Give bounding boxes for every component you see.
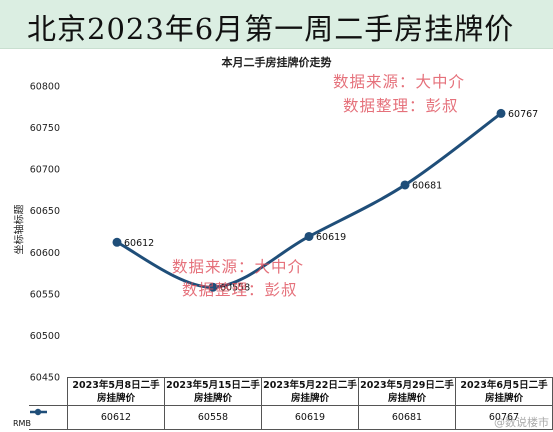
data-table-value-5: 60767 (455, 405, 553, 430)
y-tick-label-7: 60800 (30, 82, 60, 93)
y-axis-title: 坐标轴标题 (14, 204, 26, 255)
data-table-value-4: 60681 (358, 405, 456, 430)
data-point-2 (208, 282, 218, 292)
data-table-value-3: 60619 (261, 405, 359, 430)
legend-key-rmb: RMB (13, 405, 68, 430)
data-point-4 (400, 180, 410, 190)
data-label-3: 60619 (316, 232, 346, 243)
data-label-2: 60558 (220, 283, 250, 294)
chart-title: 本月二手房挂牌价走势 (221, 56, 332, 69)
y-tick-label-2: 60550 (30, 289, 60, 300)
data-point-3 (304, 231, 314, 241)
y-tick-label-5: 60700 (30, 165, 60, 176)
footer-watermark: @数说楼市 (494, 416, 549, 429)
data-point-1 (112, 237, 122, 247)
data-table-category-3: 2023年5月22日二手 房挂牌价 (261, 377, 359, 406)
y-tick-label-3: 60600 (30, 248, 60, 259)
watermark-source-1: 数据来源：大中介 (333, 73, 466, 91)
data-label-1: 60612 (124, 238, 154, 249)
watermark-author-1: 数据整理：彭叔 (343, 97, 459, 115)
data-table: 2023年5月8日二手 房挂牌价 2023年5月15日二手 房挂牌价 2023年5月… (13, 377, 553, 430)
legend-marker-icon (30, 408, 47, 416)
data-table-corner (29, 377, 68, 406)
data-labels: 60612 60558 60619 60681 60767 (124, 109, 538, 294)
y-tick-label-4: 60650 (30, 206, 60, 217)
page-title: 北京2023年6月第一周二手房挂牌价 (27, 12, 515, 46)
data-label-5: 60767 (508, 109, 538, 120)
data-table-value-1: 60612 (67, 405, 165, 430)
watermark-author-2: 数据整理：彭叔 (182, 281, 298, 299)
y-tick-label-6: 60750 (30, 123, 60, 134)
data-table-value-row: RMB 60612 60558 60619 60681 60767 (13, 405, 553, 430)
data-table-category-1: 2023年5月8日二手 房挂牌价 (67, 377, 165, 406)
page-title-bar: 北京2023年6月第一周二手房挂牌价 (0, 0, 553, 49)
y-tick-label-1: 60500 (30, 331, 60, 342)
data-points (112, 108, 506, 292)
data-table-value-2: 60558 (164, 405, 262, 430)
data-table-category-2: 2023年5月15日二手 房挂牌价 (164, 377, 262, 406)
data-table-category-5: 2023年6月5日二手 房挂牌价 (455, 377, 553, 406)
watermark-source-2: 数据来源：大中介 (172, 258, 305, 276)
chart-area (6, 50, 553, 432)
data-label-4: 60681 (412, 180, 442, 191)
data-point-5 (496, 108, 506, 118)
data-table-category-4: 2023年5月29日二手 房挂牌价 (358, 377, 456, 406)
legend-label-rmb: RMB (13, 419, 31, 428)
data-table-header-row: 2023年5月8日二手 房挂牌价 2023年5月15日二手 房挂牌价 2023年5月… (29, 377, 553, 406)
